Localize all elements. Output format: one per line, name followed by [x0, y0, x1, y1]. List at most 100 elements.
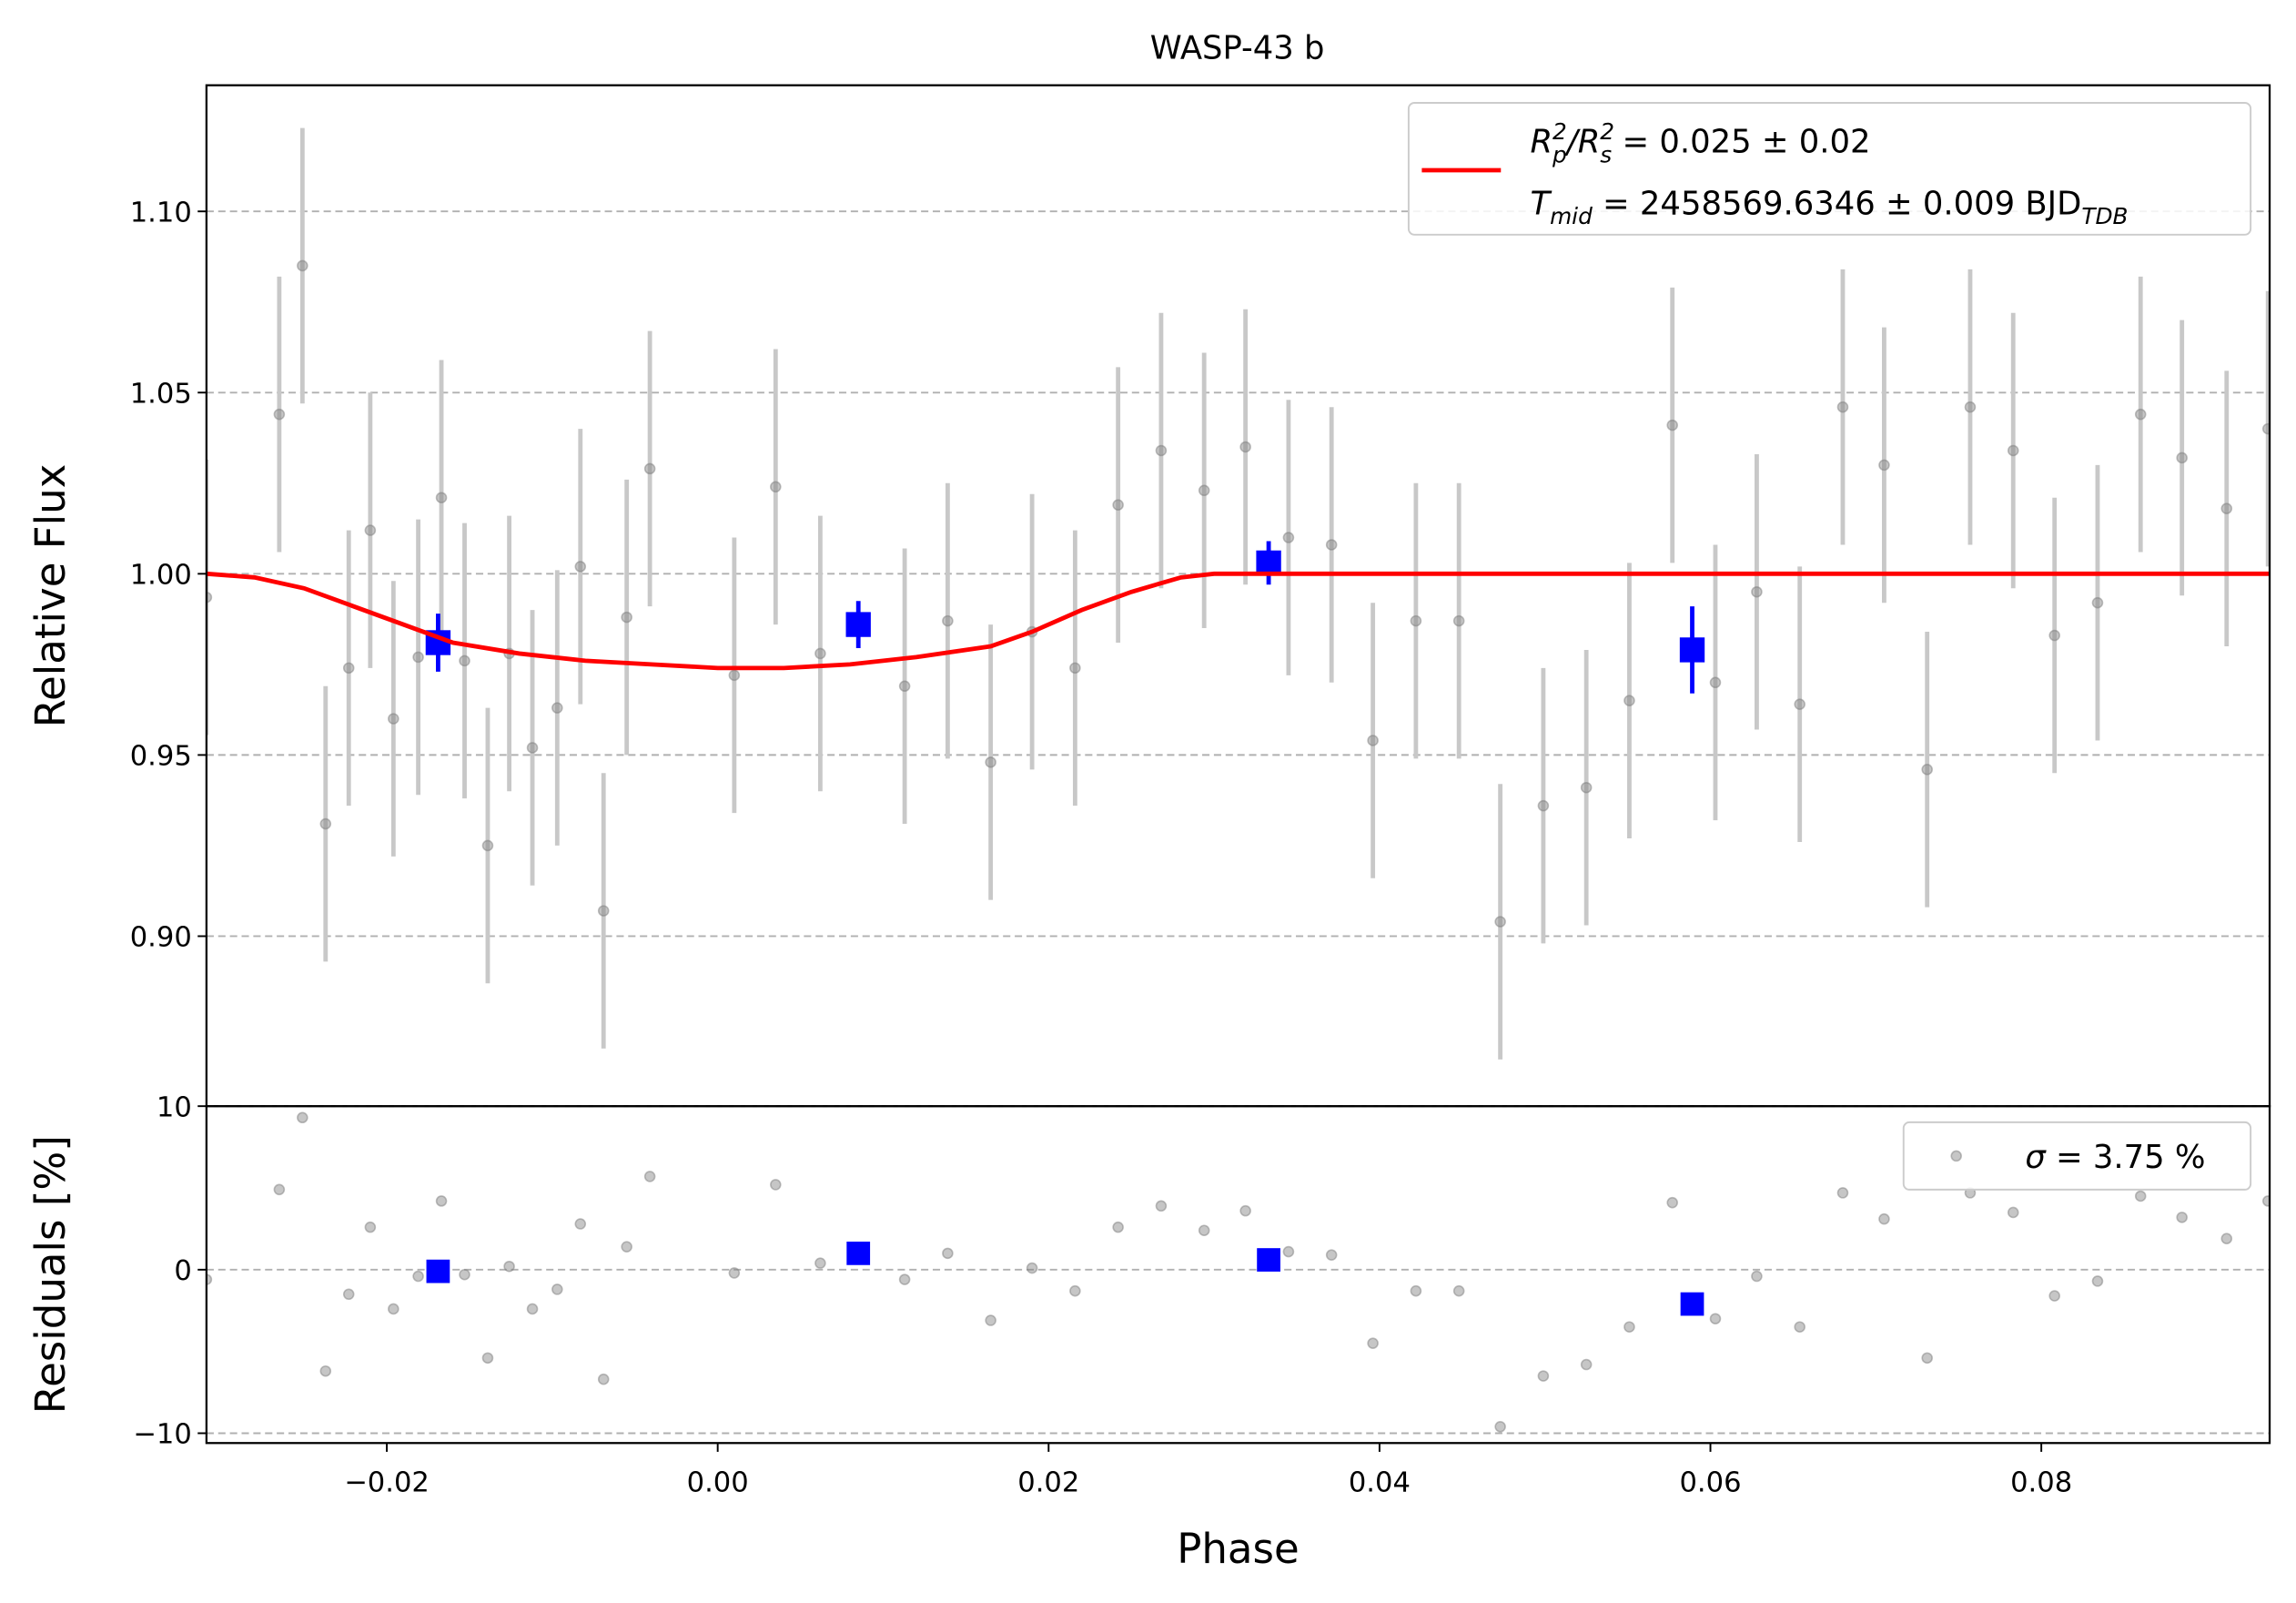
data-point — [1198, 484, 1210, 497]
data-point — [2220, 502, 2233, 514]
data-point — [1282, 1245, 1295, 1258]
data-point — [342, 662, 355, 675]
y-axis-label: Relative Flux — [26, 464, 75, 728]
data-point — [1964, 401, 1977, 413]
y-tick-label: 1.10 — [130, 197, 192, 228]
y-axis-label: Residuals [%] — [26, 1135, 75, 1414]
data-point — [1751, 585, 1763, 598]
data-point — [1452, 614, 1465, 627]
data-point — [898, 1273, 911, 1285]
legend-text-part: σ — [2025, 1139, 2047, 1176]
data-point — [364, 524, 377, 536]
data-point — [388, 713, 400, 725]
data-point — [1537, 799, 1550, 812]
chart-title: WASP-43 b — [1150, 30, 1325, 67]
data-point — [574, 1218, 587, 1230]
y-tick-label: 0 — [174, 1255, 191, 1287]
data-point — [1239, 441, 1251, 453]
data-point — [574, 561, 587, 573]
data-point — [1580, 781, 1593, 794]
data-point — [481, 839, 494, 852]
data-point — [1410, 1284, 1422, 1297]
data-point — [342, 1288, 355, 1301]
data-point — [1878, 459, 1890, 472]
binned-point — [845, 612, 871, 637]
data-point — [770, 1179, 782, 1191]
data-point — [273, 1183, 286, 1196]
binned-point — [1680, 1292, 1704, 1316]
data-point — [942, 1247, 954, 1260]
data-point — [2176, 1212, 2188, 1223]
data-point — [1709, 676, 1722, 689]
data-point — [1155, 1200, 1168, 1212]
data-point — [1325, 1249, 1338, 1261]
data-point — [728, 669, 741, 682]
data-point — [1794, 698, 1805, 710]
data-point — [1537, 1370, 1550, 1382]
data-point — [1709, 1313, 1722, 1325]
legend-text-part: R — [1578, 124, 1601, 161]
x-axis-label: Phase — [1177, 1525, 1300, 1573]
data-point — [1026, 1262, 1038, 1274]
data-point — [551, 1283, 563, 1295]
data-point — [1452, 1284, 1465, 1297]
data-point — [1836, 1187, 1849, 1199]
data-point — [481, 1352, 494, 1365]
data-point — [388, 1303, 400, 1315]
data-point — [621, 1241, 632, 1253]
data-point — [1794, 1321, 1805, 1333]
data-point — [597, 1373, 610, 1385]
data-point — [319, 1365, 332, 1377]
series-layer — [206, 1111, 2271, 1433]
binned-point — [1256, 550, 1281, 576]
data-point — [2048, 1290, 2060, 1302]
data-point — [1069, 1284, 1081, 1297]
legend-text-part: s — [1600, 141, 1612, 167]
data-point — [1921, 764, 1933, 776]
data-point — [2261, 422, 2271, 435]
data-point — [814, 1257, 826, 1269]
y-tick-label: 1.05 — [130, 379, 192, 411]
data-point — [2048, 629, 2060, 642]
legend-text-part: T — [1530, 185, 1552, 222]
data-point — [942, 614, 954, 627]
data-point — [1921, 1352, 1933, 1365]
data-point — [273, 408, 286, 421]
data-point — [2091, 1275, 2104, 1287]
data-point — [297, 259, 308, 272]
data-point — [551, 702, 563, 714]
data-point — [412, 1270, 424, 1283]
data-point — [985, 756, 996, 768]
data-point — [597, 905, 610, 917]
data-point — [2091, 596, 2104, 609]
y-tick-label: −10 — [133, 1419, 192, 1451]
data-point — [1112, 1221, 1124, 1233]
x-tick-label: −0.02 — [344, 1466, 430, 1498]
data-point — [1239, 1204, 1251, 1217]
axes-frame — [205, 1105, 2271, 1445]
data-point — [2261, 1195, 2271, 1207]
series-layer — [206, 127, 2271, 1060]
data-point — [728, 1267, 741, 1279]
data-point — [435, 492, 448, 504]
data-point — [814, 647, 826, 660]
legend-box — [1407, 102, 2252, 236]
data-point — [412, 651, 424, 664]
data-point — [621, 611, 632, 624]
binned-point — [1257, 1248, 1280, 1272]
legend-label: Tmid = 2458569.6346 ± 0.009 BJDTDB — [1530, 185, 2128, 229]
data-point — [1494, 916, 1506, 928]
data-point — [526, 1303, 539, 1315]
data-point — [435, 1195, 448, 1207]
data-point — [2134, 408, 2147, 421]
binned-point — [1679, 637, 1705, 663]
binned-point — [846, 1241, 871, 1265]
data-point — [643, 1171, 656, 1182]
data-point — [1666, 419, 1678, 431]
data-point — [2007, 444, 2019, 457]
data-point — [2134, 1190, 2147, 1202]
binned-point — [426, 1259, 450, 1283]
data-point — [1367, 735, 1379, 746]
data-point — [1155, 444, 1168, 457]
